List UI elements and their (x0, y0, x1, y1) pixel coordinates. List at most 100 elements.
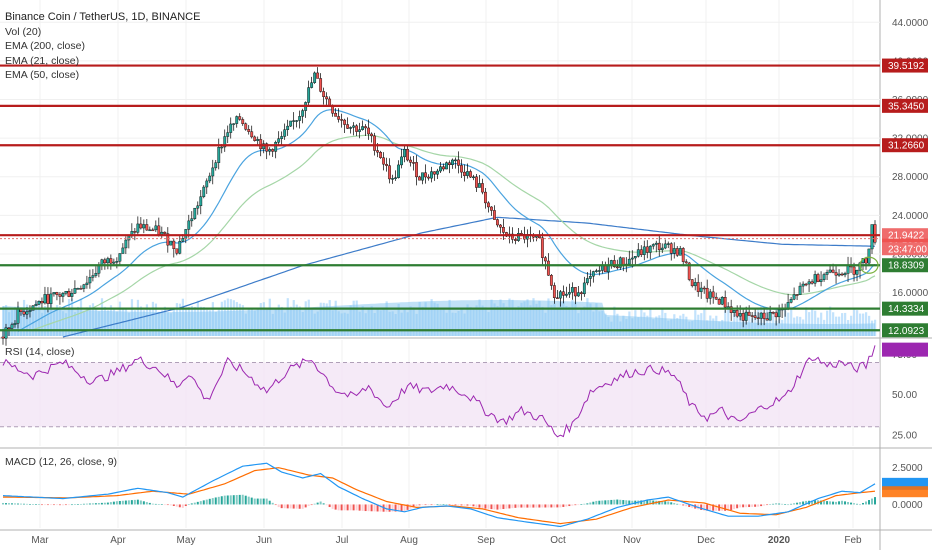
macd-histogram-bar (760, 504, 763, 507)
macd-histogram-bar (517, 504, 520, 508)
macd-histogram-bar (505, 504, 508, 509)
macd-histogram-bar (616, 499, 619, 505)
macd-histogram-bar (34, 504, 37, 505)
macd-histogram-bar (763, 504, 766, 506)
candle-body (678, 248, 682, 256)
indicator-ema21[interactable]: EMA (21, close) (5, 54, 80, 67)
candle-body (609, 260, 613, 265)
candle-body (463, 171, 466, 176)
candle-body (43, 294, 47, 304)
candle-body (723, 297, 727, 308)
macd-histogram-bar (151, 503, 154, 505)
macd-histogram-bar (2, 502, 4, 505)
macd-histogram-bar (541, 504, 544, 508)
candle-body (415, 162, 418, 178)
candle-body (295, 120, 299, 122)
countdown-label: 23:47:00 (888, 245, 927, 256)
macd-histogram-bar (502, 504, 505, 510)
macd-histogram-bar (283, 504, 286, 509)
candle-body (403, 148, 406, 158)
macd-histogram-bar (832, 501, 835, 505)
candle-body (397, 164, 400, 178)
macd-histogram-bar (199, 501, 202, 505)
candle-body (657, 242, 661, 251)
candle-body (478, 183, 481, 188)
candle-body (37, 301, 41, 305)
candle-body (696, 282, 700, 292)
time-tick-label: Jun (256, 535, 272, 546)
candle-body (493, 210, 496, 220)
macd-histogram-bar (805, 500, 808, 505)
candle-body (588, 275, 592, 279)
macd-histogram-bar (754, 504, 757, 507)
candle-body (642, 246, 646, 255)
macd-histogram-bar (136, 499, 139, 505)
candle-body (852, 266, 856, 275)
candle-body (442, 166, 445, 170)
indicator-ema50[interactable]: EMA (50, close) (5, 69, 80, 81)
candle-body (148, 229, 152, 232)
macd-histogram-bar (568, 504, 571, 507)
candle-body (750, 315, 754, 317)
candle-body (268, 149, 272, 152)
candle-body (4, 327, 8, 339)
macd-histogram-bar (103, 502, 106, 505)
time-tick-label: Mar (31, 535, 49, 546)
candle-body (753, 315, 757, 318)
candle-body (109, 258, 113, 264)
macd-histogram-bar (25, 503, 28, 505)
macd-histogram-bar (685, 504, 688, 507)
rsi-tick-label: 25.00 (892, 430, 917, 441)
macd-histogram-bar (664, 501, 667, 505)
candle-body (292, 120, 296, 122)
macd-histogram-bar (442, 504, 445, 505)
macd-histogram-bar (265, 498, 268, 505)
candle-body (73, 288, 77, 294)
macd-histogram-bar (223, 495, 226, 505)
macd-histogram-bar (376, 504, 379, 512)
macd-histogram-bar (703, 504, 706, 511)
candle-body (145, 224, 149, 231)
macd-histogram-bar (712, 504, 715, 511)
indicator-vol[interactable]: Vol (20) (5, 25, 42, 38)
macd-title[interactable]: MACD (12, 26, close, 9) (5, 456, 118, 468)
candle-body (310, 82, 314, 88)
macd-histogram-bar (94, 503, 97, 505)
candle-body (418, 176, 421, 181)
indicator-ema200[interactable]: EMA (200, close) (5, 40, 85, 52)
macd-histogram-bar (415, 504, 418, 506)
macd-histogram-bar (439, 504, 442, 505)
macd-histogram-bar (571, 504, 574, 506)
ema200-line (62, 216, 875, 338)
macd-histogram-bar (64, 504, 67, 506)
candle-body (241, 119, 245, 124)
macd-histogram-bar (508, 504, 511, 509)
candle-body (445, 162, 448, 170)
macd-histogram-bar (454, 504, 457, 506)
candle-body (795, 294, 799, 296)
price-tick-label: 24.0000 (892, 211, 929, 222)
macd-histogram-bar (556, 504, 559, 508)
candle-body (672, 248, 676, 254)
macd-histogram-bar (190, 503, 193, 505)
rsi-title[interactable]: RSI (14, close) (5, 346, 75, 358)
macd-histogram-bar (418, 504, 421, 506)
candle-body (660, 247, 664, 251)
macd-histogram-bar (871, 498, 874, 505)
candle-body (355, 125, 358, 132)
candle-body (208, 175, 212, 182)
macd-histogram-bar (253, 498, 256, 505)
macd-histogram-bar (481, 504, 484, 509)
candle-body (235, 116, 239, 124)
macd-histogram-bar (319, 501, 322, 505)
candle-body (223, 136, 227, 148)
macd-histogram-bar (865, 501, 868, 505)
candle-body (466, 171, 469, 176)
macd-histogram-bar (838, 501, 841, 505)
macd-histogram-bar (751, 504, 754, 507)
macd-histogram-bar (739, 504, 742, 508)
candle-body (67, 291, 71, 297)
candle-body (448, 162, 451, 165)
candle-body (322, 91, 326, 97)
